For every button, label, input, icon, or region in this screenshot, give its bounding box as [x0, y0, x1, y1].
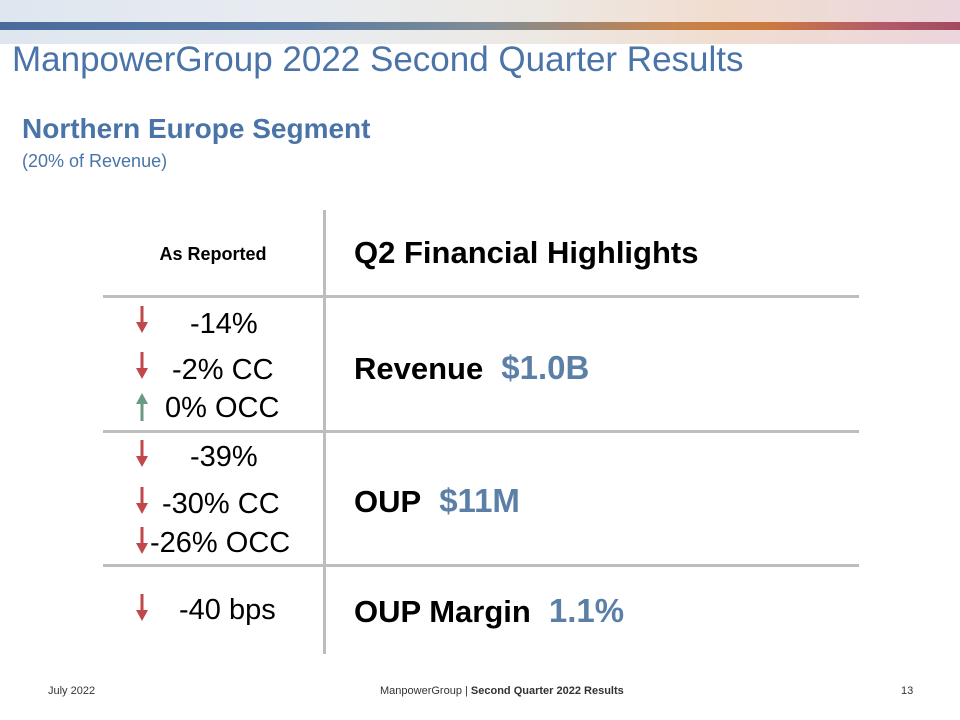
revenue-label: Revenue: [354, 351, 484, 386]
oup-change: -39%: [190, 441, 258, 473]
revenue-change-occ: 0% OCC: [165, 392, 280, 424]
arrow-up-icon: [136, 393, 148, 421]
revenue-change: -14%: [190, 308, 258, 340]
arrow-down-icon: [136, 527, 148, 555]
oup-margin-highlight: OUP Margin 1.1%: [354, 592, 624, 630]
slide-title: ManpowerGroup 2022 Second Quarter Result…: [12, 40, 744, 79]
oup-change-occ: -26% OCC: [150, 527, 291, 559]
oup-margin-label: OUP Margin: [354, 594, 531, 629]
header-stripe: [0, 22, 960, 30]
footer-report: Second Quarter 2022 Results: [470, 685, 624, 697]
row-divider: [103, 295, 859, 298]
revenue-change-cc: -2% CC: [172, 354, 274, 386]
footer-title: ManpowerGroup | Second Quarter 2022 Resu…: [380, 685, 624, 697]
footer-date: July 2022: [48, 685, 96, 697]
oup-value: $11M: [439, 482, 520, 519]
segment-title: Northern Europe Segment: [22, 113, 371, 144]
revenue-value: $1.0B: [501, 349, 590, 386]
arrow-down-icon: [136, 352, 148, 380]
highlights-header: Q2 Financial Highlights: [354, 235, 699, 270]
footer-separator: |: [461, 685, 471, 697]
arrow-down-icon: [136, 440, 148, 468]
arrow-down-icon: [136, 487, 148, 515]
oup-margin-change: -40 bps: [179, 594, 276, 626]
arrow-down-icon: [136, 594, 148, 622]
oup-highlight: OUP $11M: [354, 482, 520, 520]
oup-label: OUP: [354, 484, 422, 519]
footer-company: ManpowerGroup: [380, 685, 462, 697]
revenue-share-note: (20% of Revenue): [22, 151, 168, 171]
oup-margin-value: 1.1%: [548, 592, 625, 629]
revenue-highlight: Revenue $1.0B: [354, 349, 589, 387]
arrow-down-icon: [136, 306, 148, 334]
page-number: 13: [901, 685, 914, 697]
row-divider: [103, 430, 859, 433]
oup-change-cc: -30% CC: [162, 488, 280, 520]
row-divider: [103, 564, 859, 567]
as-reported-header: As Reported: [159, 244, 267, 264]
